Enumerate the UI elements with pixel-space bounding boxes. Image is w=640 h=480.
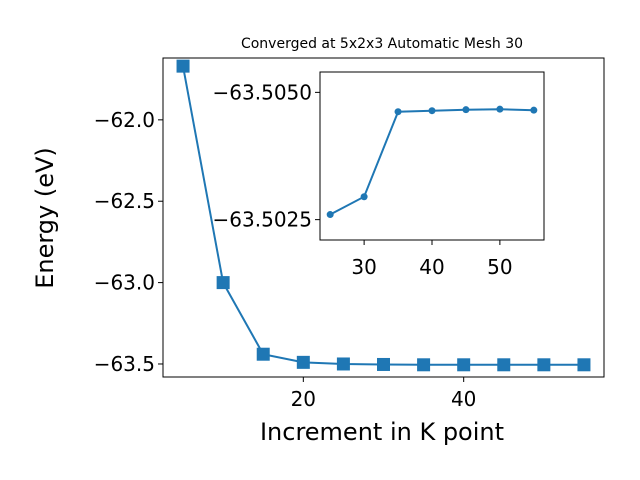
main-y-axis-label: Energy (eV) bbox=[31, 147, 59, 289]
inset-ticks: 30 40 50 −63.5050 −63.5025 bbox=[213, 80, 513, 279]
inset-data-point bbox=[530, 106, 538, 114]
main-x-axis-label: Increment in K point bbox=[260, 418, 504, 446]
main-chart: Converged at 5x2x3 Automatic Mesh 30 20 4… bbox=[31, 36, 605, 446]
inset-data-point bbox=[496, 105, 504, 113]
inset-data-point bbox=[360, 193, 368, 201]
main-chart-title: Converged at 5x2x3 Automatic Mesh 30 bbox=[241, 36, 523, 52]
main-y-tick-label: −63.0 bbox=[94, 271, 155, 295]
main-data-point bbox=[216, 276, 230, 290]
inset-data-point bbox=[394, 108, 402, 116]
main-y-tick-label: −63.5 bbox=[94, 352, 155, 376]
main-data-point bbox=[417, 358, 431, 372]
inset-x-tick-label: 30 bbox=[351, 255, 376, 279]
main-x-tick-label: 20 bbox=[291, 387, 316, 411]
inset-background bbox=[320, 72, 544, 240]
inset-chart: 30 40 50 −63.5050 −63.5025 bbox=[213, 71, 545, 279]
inset-data-point bbox=[326, 211, 334, 219]
main-plot-frame bbox=[162, 57, 605, 378]
main-data-point bbox=[176, 59, 190, 73]
inset-x-tick-label: 40 bbox=[419, 255, 444, 279]
inset-data-point bbox=[462, 106, 470, 114]
inset-series bbox=[326, 105, 538, 219]
inset-y-tick-label: −63.5050 bbox=[213, 80, 312, 104]
main-data-point bbox=[577, 358, 591, 372]
main-data-point bbox=[296, 355, 310, 369]
main-y-tick-label: −62.0 bbox=[94, 108, 155, 132]
main-data-point bbox=[256, 347, 270, 361]
main-data-point bbox=[497, 358, 511, 372]
main-data-point bbox=[336, 357, 350, 371]
main-data-point bbox=[377, 357, 390, 371]
main-series bbox=[176, 59, 591, 372]
main-y-tick-label: −62.5 bbox=[94, 189, 155, 213]
inset-x-tick-label: 50 bbox=[487, 255, 512, 279]
main-x-tick-label: 40 bbox=[451, 387, 476, 411]
inset-data-point bbox=[428, 107, 436, 115]
inset-y-tick-label: −63.5025 bbox=[213, 208, 312, 232]
main-data-point bbox=[457, 358, 471, 372]
main-data-point bbox=[537, 358, 551, 372]
main-ticks: 20 40 −62.0 −62.5 −63.0 −63.5 bbox=[94, 108, 477, 411]
inset-plot-frame bbox=[319, 71, 545, 241]
